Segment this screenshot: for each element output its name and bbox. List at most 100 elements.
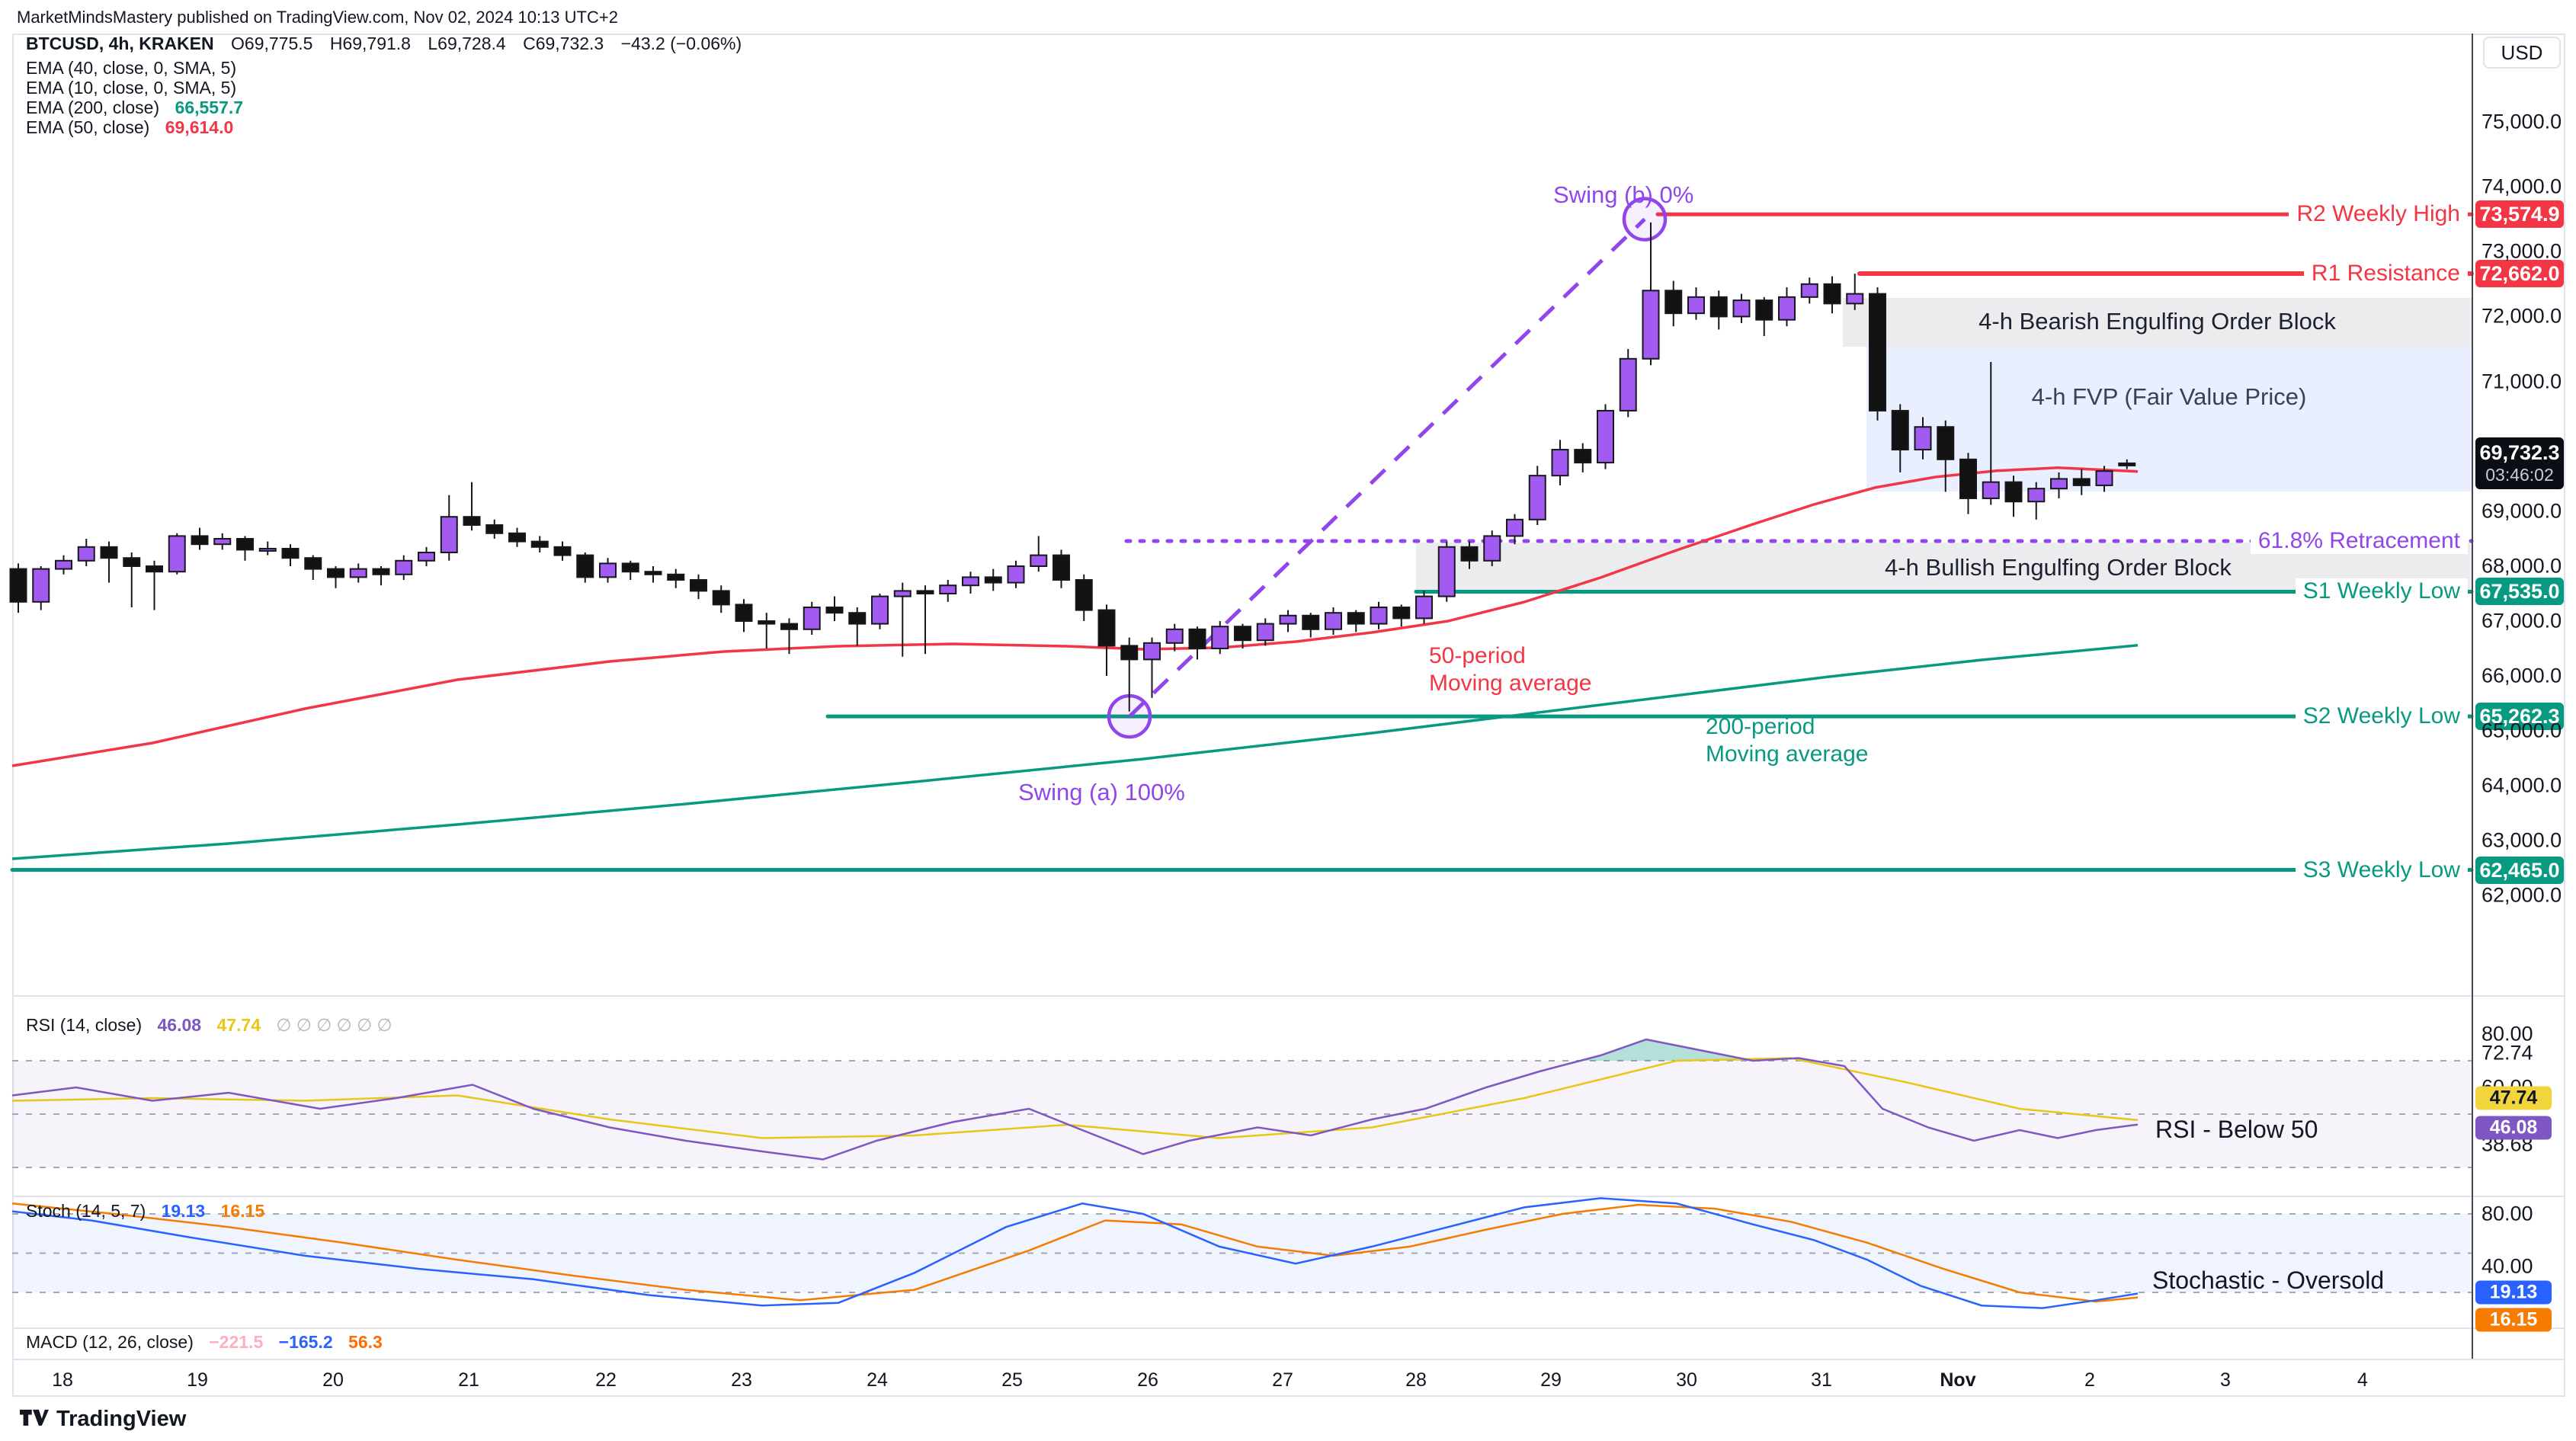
candle-down [304,557,322,570]
ma200-note: 200-period Moving average [1706,713,1868,768]
rsi-tick: 80.00 [2481,1022,2533,1046]
candle-down [848,612,867,625]
ma50-note-line2: Moving average [1429,671,1592,696]
candle-up [1914,426,1932,451]
stoch-tick: 80.00 [2481,1202,2533,1225]
candle-down [100,546,118,559]
candle-down [281,547,300,559]
last-price-value: 69,732.3 [2479,440,2560,464]
price-tick: 65,000.0 [2481,719,2562,742]
candle-up [55,559,72,570]
candle-up [1256,623,1274,642]
candle-down [1937,426,1955,460]
candle-down [1755,299,1773,321]
candle-down [1891,409,1909,451]
price-tick: 63,000.0 [2481,828,2562,852]
ma200-note-line2: Moving average [1706,741,1869,767]
pane-separator-macd[interactable] [12,1327,2565,1329]
time-label-25: 25 [1001,1369,1023,1391]
candle-down [780,623,798,630]
ma50-note-line1: 50-period [1429,643,1526,668]
swing-b-label[interactable]: Swing (b) 0% [1553,181,1694,208]
time-scale[interactable] [12,1360,2472,1397]
fvp-zone: 4-h FVP (Fair Value Price) [1866,347,2472,492]
pane-separator-stoch[interactable] [12,1196,2565,1197]
candle-down [1188,628,1206,649]
candle-down [463,516,481,527]
legend-macd-label: MACD (12, 26, close) [26,1332,194,1352]
legend-ema200[interactable]: EMA (200, close) 66,557.7 [26,98,243,118]
swing-a-label[interactable]: Swing (a) 100% [1018,779,1185,805]
legend-stoch-k-value: 19.13 [161,1201,206,1221]
legend-ema10-label: EMA (10, close, 0, SMA, 5) [26,78,237,98]
time-label-Nov: Nov [1940,1369,1976,1391]
candle-down [1460,546,1479,562]
s2-price-badge: 65,262.3 [2475,703,2564,731]
candle-up [2050,478,2068,490]
candle-down [1823,283,1841,305]
legend-stoch[interactable]: Stoch (14, 5, 7) 19.13 16.15 [26,1201,264,1222]
candle-up [1483,535,1501,562]
candle-down [758,620,776,625]
price-tick: 72,000.0 [2481,304,2562,328]
candle-down [712,590,730,606]
candle-up [1007,565,1025,584]
candle-up [440,516,458,554]
candle-down [530,540,549,548]
candle-up [1642,290,1660,360]
candle-down [1120,645,1139,661]
candle-down [1664,290,1683,315]
time-label-28: 28 [1405,1369,1427,1391]
candle-down [146,565,163,573]
legend-macd-value: −165.2 [278,1332,333,1352]
stoch-value-badge: 19.13 [2475,1280,2552,1305]
candle-up [1551,449,1569,477]
price-tick: 74,000.0 [2481,175,2562,198]
candle-down [644,571,662,575]
candle-up [1846,293,1864,305]
time-label-29: 29 [1540,1369,1562,1391]
legend-rsi-placeholders: ∅ ∅ ∅ ∅ ∅ ∅ [276,1015,392,1035]
legend-ema40-label: EMA (40, close, 0, SMA, 5) [26,58,237,78]
candle-down [1869,293,1886,411]
candle-up [1528,475,1546,520]
tradingview-attribution[interactable]: TradingView [20,1407,186,1432]
bullish-order-block-label: 4-h Bullish Engulfing Order Block [1885,554,2232,581]
time-label-20: 20 [322,1369,344,1391]
r1-level-label: R1 Resistance [2303,260,2468,287]
candle-down [327,568,344,578]
last-price-badge: 69,732.3 03:46:02 [2475,437,2564,489]
legend-rsi[interactable]: RSI (14, close) 46.08 47.74 ∅ ∅ ∅ ∅ ∅ ∅ [26,1015,392,1036]
time-label-3: 3 [2220,1369,2231,1391]
time-label-26: 26 [1137,1369,1158,1391]
pane-separator-rsi[interactable] [12,995,2565,997]
candle-up [871,595,889,625]
candle-down [485,524,504,534]
swing-high-marker [1622,197,1668,242]
price-axis-border [2472,34,2473,1359]
candle-down [2004,481,2023,503]
legend-ema50[interactable]: EMA (50, close) 69,614.0 [26,117,233,138]
legend-ema40[interactable]: EMA (40, close, 0, SMA, 5) [26,58,236,78]
symbol-legend-row[interactable]: BTCUSD, 4h, KRAKEN O69,775.5 H69,791.8 L… [26,34,742,54]
ohlc-open: O69,775.5 [231,34,313,53]
candle-down [1959,458,1977,499]
candle-up [1619,357,1637,411]
legend-ema10[interactable]: EMA (10, close, 0, SMA, 5) [26,78,236,98]
candle-up [32,568,50,603]
stoch-d-line [11,1202,2139,1303]
ma200-note-line1: 200-period [1706,714,1815,739]
candle-down [735,604,753,623]
pane-separator-timeaxis [12,1359,2565,1360]
candle-up [1325,612,1342,630]
time-label-18: 18 [52,1369,73,1391]
legend-rsi-label: RSI (14, close) [26,1015,143,1035]
legend-macd[interactable]: MACD (12, 26, close) −221.5 −165.2 56.3 [26,1332,383,1353]
currency-unit-button[interactable]: USD [2483,37,2561,69]
candle-up [1437,546,1456,597]
symbol-title[interactable]: BTCUSD, 4h, KRAKEN [26,34,214,53]
legend-stoch-label: Stoch (14, 5, 7) [26,1201,146,1221]
price-scale[interactable] [2473,34,2574,1359]
candle-up [1800,283,1818,298]
